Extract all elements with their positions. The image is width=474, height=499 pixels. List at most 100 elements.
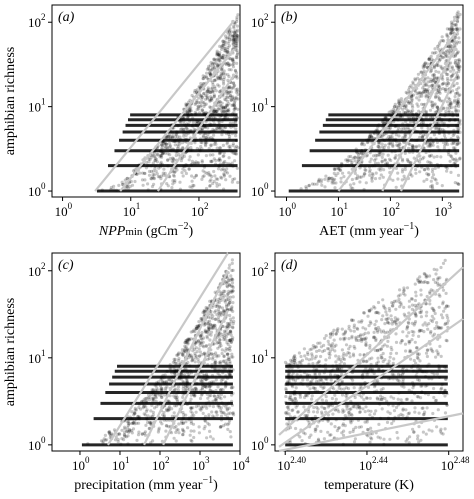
- scatter-point: [313, 427, 317, 431]
- scatter-point: [455, 125, 459, 129]
- scatter-point: [219, 393, 223, 397]
- scatter-point: [404, 132, 408, 136]
- scatter-point: [214, 89, 218, 93]
- scatter-point: [353, 171, 357, 175]
- scatter-point: [150, 388, 154, 392]
- scatter-point: [339, 360, 343, 364]
- scatter-point: [341, 171, 345, 175]
- scatter-point: [388, 142, 392, 146]
- scatter-point: [164, 429, 168, 433]
- scatter-point: [232, 110, 236, 114]
- scatter-point: [231, 411, 235, 415]
- scatter-point: [189, 393, 193, 397]
- scatter-point: [182, 164, 186, 168]
- scatter-point: [218, 126, 222, 130]
- scatter-point: [218, 126, 222, 130]
- scatter-point: [197, 363, 201, 367]
- scatter-point: [449, 101, 453, 105]
- scatter-point: [446, 319, 450, 323]
- scatter-point: [224, 374, 228, 378]
- scatter-point: [182, 369, 186, 373]
- scatter-point: [444, 112, 448, 116]
- scatter-point: [206, 396, 210, 400]
- scatter-point: [200, 317, 204, 321]
- scatter-point: [218, 103, 222, 107]
- scatter-point: [365, 140, 369, 145]
- scatter-point: [403, 111, 407, 115]
- scatter-point: [381, 314, 385, 318]
- scatter-point: [213, 174, 217, 178]
- scatter-point: [391, 144, 395, 148]
- scatter-point: [344, 394, 348, 398]
- scatter-point: [382, 148, 386, 152]
- scatter-point: [434, 95, 438, 100]
- scatter-point: [438, 57, 442, 62]
- scatter-point: [405, 286, 410, 290]
- scatter-point: [423, 91, 427, 95]
- scatter-point: [186, 115, 190, 119]
- scatter-point: [407, 85, 412, 89]
- scatter-point: [431, 350, 435, 354]
- x-tick-label: 100: [279, 201, 297, 219]
- scatter-point: [424, 88, 428, 92]
- scatter-point: [330, 181, 334, 185]
- scatter-point: [439, 99, 443, 103]
- scatter-point: [410, 138, 414, 142]
- scatter-point: [426, 348, 430, 352]
- scatter-point: [131, 169, 136, 173]
- scatter-point: [200, 97, 204, 102]
- scatter-point: [153, 159, 157, 163]
- scatter-point: [408, 150, 412, 154]
- scatter-point: [372, 335, 376, 339]
- scatter-point: [165, 408, 169, 413]
- scatter-point: [387, 377, 391, 381]
- scatter-point: [430, 348, 434, 352]
- scatter-point: [217, 148, 221, 152]
- scatter-point: [399, 97, 403, 101]
- scatter-point: [145, 160, 149, 165]
- scatter-point: [107, 430, 111, 434]
- scatter-point: [399, 301, 403, 305]
- scatter-point: [413, 320, 418, 324]
- scatter-point: [449, 102, 453, 106]
- scatter-point: [174, 393, 178, 397]
- scatter-point: [226, 423, 230, 427]
- scatter-point: [228, 57, 232, 61]
- scatter-point: [322, 343, 326, 347]
- scatter-point: [144, 405, 148, 409]
- scatter-point: [296, 410, 300, 414]
- scatter-point: [133, 179, 137, 184]
- scatter-point: [227, 132, 231, 137]
- scatter-point: [220, 401, 224, 405]
- scatter-point: [404, 417, 408, 421]
- scatter-point: [173, 178, 177, 183]
- scatter-point: [343, 424, 347, 428]
- scatter-point: [182, 132, 186, 136]
- scatter-point: [230, 58, 234, 62]
- scatter-point: [188, 98, 192, 102]
- scatter-point: [195, 88, 199, 92]
- scatter-point: [351, 164, 355, 168]
- scatter-point: [444, 89, 448, 93]
- scatter-point: [422, 280, 426, 284]
- scatter-point: [195, 340, 199, 344]
- scatter-point: [149, 164, 153, 168]
- scatter-point: [178, 119, 182, 124]
- scatter-point: [227, 109, 231, 113]
- scatter-point: [196, 120, 200, 124]
- scatter-point: [350, 318, 354, 322]
- scatter-point: [145, 396, 149, 400]
- scatter-point: [422, 84, 426, 88]
- scatter-point: [180, 171, 184, 175]
- scatter-point: [446, 304, 450, 308]
- scatter-point: [176, 137, 180, 141]
- scatter-point: [220, 332, 224, 336]
- scatter-point: [151, 391, 155, 395]
- scatter-point: [153, 406, 157, 410]
- fit-line: [278, 412, 464, 453]
- scatter-point: [389, 158, 393, 163]
- scatter-point: [197, 96, 201, 100]
- scatter-point: [396, 171, 400, 175]
- scatter-point: [214, 140, 218, 144]
- scatter-point: [376, 381, 380, 385]
